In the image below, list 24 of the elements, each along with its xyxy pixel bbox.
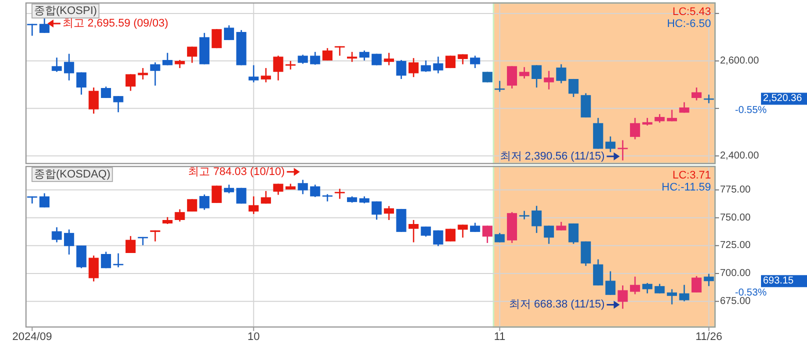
y-tick-label: 700.00 [720, 268, 752, 279]
y-tick-label: 725.00 [720, 240, 752, 252]
text: 693.15 [763, 276, 794, 287]
y-tick-label: 675.00 [720, 296, 752, 307]
x-tick-label: 2024/09 [12, 331, 52, 343]
x-tick-label: 11/26 [695, 331, 722, 343]
chart-title: 종합(KOSDAQ) [34, 168, 110, 180]
annotation: 최고 2,695.59 (09/03) [62, 18, 168, 30]
annotation: LC:3.71 [672, 170, 711, 182]
x-tick-label: 11 [494, 331, 506, 343]
chart-title: 종합(KOSPI) [34, 5, 97, 17]
annotation: 최저 2,390.56 (11/15) [500, 150, 605, 162]
annotation: LC:5.43 [672, 6, 711, 18]
y-tick-label: 2,400.00 [720, 150, 760, 162]
y-tick-label: 775.00 [720, 184, 752, 196]
annotation: HC:-11.59 [662, 182, 711, 194]
annotation: 최저 668.38 (11/15) [508, 298, 605, 311]
x-tick-label: 10 [247, 331, 260, 343]
annotation: HC:-6.50 [666, 18, 711, 30]
y-tick-label: 750.00 [720, 212, 752, 224]
text: 2,520.36 [763, 93, 802, 104]
annotation: 최고 784.03 (10/10) [188, 166, 285, 178]
text: -0.55% [735, 105, 767, 116]
y-tick-label: 2,600.00 [720, 55, 760, 66]
